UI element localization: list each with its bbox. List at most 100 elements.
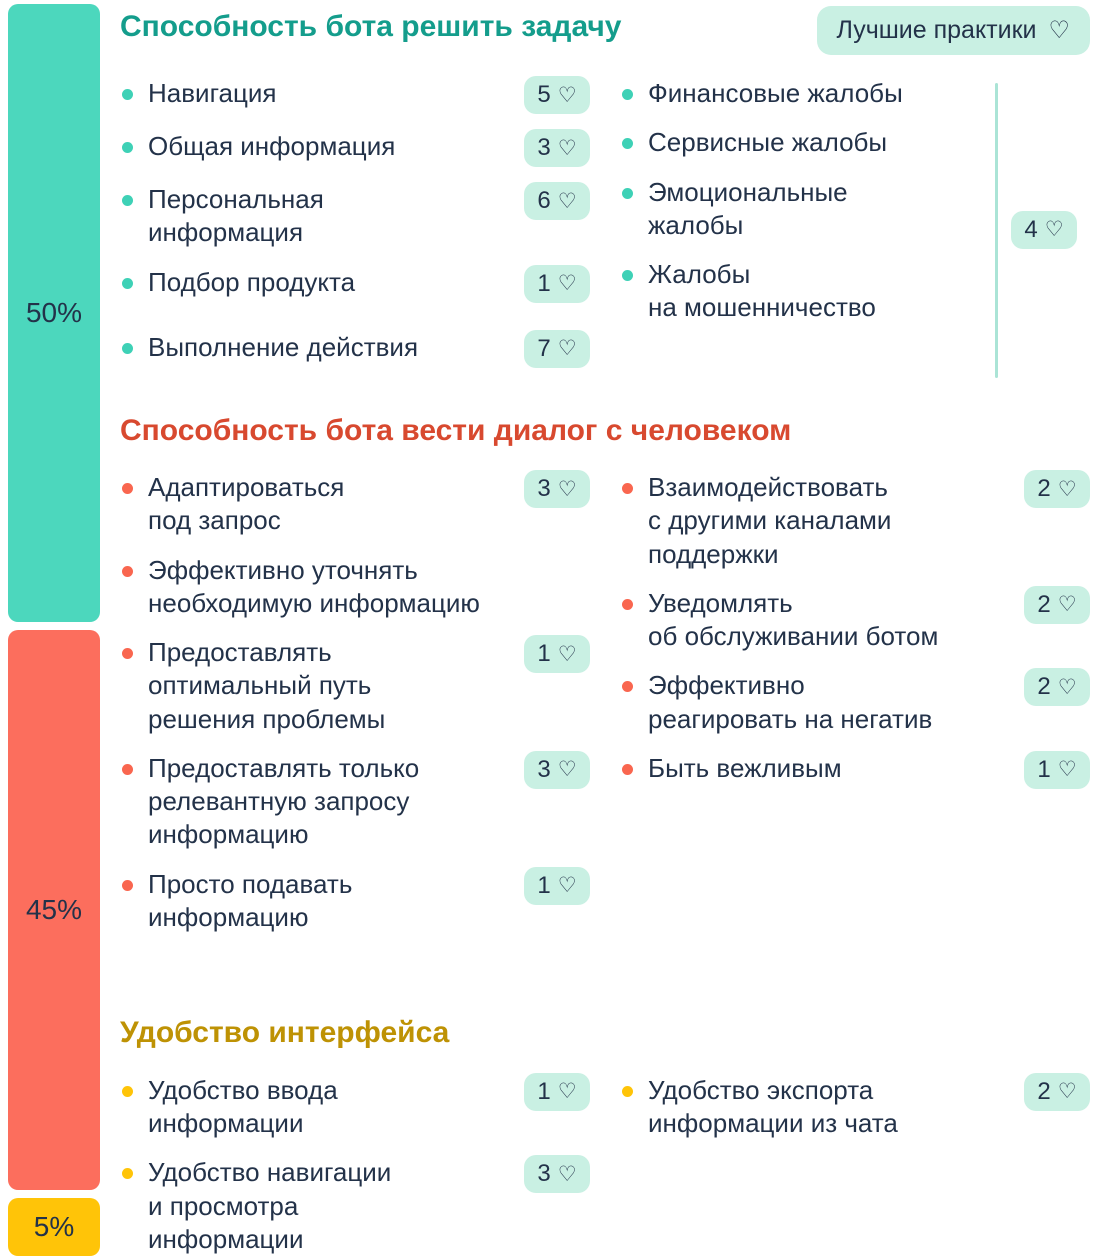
count-value: 7	[537, 334, 551, 362]
bullet-icon	[122, 879, 133, 891]
best-practices-label: Лучшие практики	[836, 16, 1037, 44]
bullet-icon	[122, 483, 133, 495]
complaints-list: Финансовые жалобы Сервисные жалобы Эмоци…	[620, 77, 995, 384]
count-value: 2	[1037, 475, 1051, 503]
section-interface-columns: Удобство ввода информации 1 ♡ Удобство н…	[120, 1072, 1090, 1260]
bullet-icon	[622, 1085, 633, 1097]
count-badge: 7 ♡	[524, 329, 590, 368]
heart-icon: ♡	[557, 642, 577, 666]
section-title-dialog: Способность бота вести диалог с человеко…	[120, 413, 792, 447]
criterion-label: Эффективно уточнять необходимую информац…	[148, 554, 480, 618]
criterion-label: Подбор продукта	[148, 266, 356, 297]
heart-icon: ♡	[557, 189, 577, 213]
bullet-icon	[622, 598, 633, 610]
criterion-input-convenience: Удобство ввода информации 1 ♡	[120, 1072, 590, 1141]
percent-bar-task: 50%	[8, 4, 100, 622]
best-practices-button[interactable]: Лучшие практики ♡	[816, 6, 1090, 55]
count-value: 1	[1037, 755, 1051, 783]
criterion-label: Просто подавать информацию	[148, 868, 353, 932]
section-task-header: Способность бота решить задачу Лучшие пр…	[120, 0, 1090, 55]
section-interface: Удобство интерфейса Удобство ввода инфор…	[120, 1006, 1090, 1260]
criterion-adapt-to-request: Адаптироваться под запрос 3 ♡	[120, 470, 590, 538]
heart-icon: ♡	[557, 83, 577, 107]
section-task-columns: Навигация 5 ♡ Общая информация 3 ♡	[120, 76, 1090, 384]
criterion-action-execution: Выполнение действия 7 ♡	[120, 329, 590, 368]
count-value: 3	[537, 755, 551, 783]
criterion-financial-complaints: Финансовые жалобы	[620, 77, 995, 110]
task-left-column: Навигация 5 ♡ Общая информация 3 ♡	[120, 76, 590, 384]
section-dialog: Способность бота вести диалог с человеко…	[120, 404, 1090, 951]
criterion-label: Персональная информация	[148, 184, 324, 248]
percent-bar-dialog: 45%	[8, 630, 100, 1190]
heart-icon: ♡	[1048, 17, 1070, 44]
heart-icon: ♡	[557, 136, 577, 160]
criterion-label: Удобство экспорта информации из чата	[648, 1074, 898, 1138]
count-badge: 1 ♡	[1024, 750, 1090, 789]
criterion-general-info: Общая информация 3 ♡	[120, 129, 590, 167]
criterion-product-selection: Подбор продукта 1 ♡	[120, 264, 590, 303]
count-value: 1	[537, 871, 551, 899]
criterion-label: Предоставлять только релевантную запросу…	[148, 752, 420, 850]
bullet-icon	[622, 138, 633, 150]
heart-icon: ♡	[557, 874, 577, 898]
count-badge: 4 ♡	[1011, 210, 1077, 249]
count-value: 4	[1024, 215, 1038, 243]
criterion-label: Удобство навигации и просмотра информаци…	[148, 1157, 392, 1254]
criterion-react-to-negative: Эффективно реагировать на негатив 2 ♡	[620, 668, 1090, 736]
criterion-notify-bot-service: Уведомлять об обслуживании ботом 2 ♡	[620, 585, 1090, 654]
criterion-label: Удобство ввода информации	[148, 1074, 338, 1138]
count-badge: 1 ♡	[524, 866, 590, 905]
complaints-group-badge-wrap: 4 ♡	[998, 77, 1090, 384]
count-badge: 5 ♡	[524, 76, 590, 114]
heart-icon: ♡	[557, 272, 577, 296]
complaints-group-divider	[995, 83, 998, 378]
count-value: 5	[537, 81, 551, 108]
content: Способность бота решить задачу Лучшие пр…	[120, 0, 1090, 1260]
interface-right-column: Удобство экспорта информации из чата 2 ♡	[620, 1072, 1090, 1260]
heart-icon: ♡	[557, 1162, 577, 1186]
section-title-interface: Удобство интерфейса	[120, 1016, 450, 1050]
bullet-icon	[122, 1168, 133, 1180]
heart-icon: ♡	[1057, 758, 1077, 782]
criterion-export-convenience: Удобство экспорта информации из чата 2 ♡	[620, 1072, 1090, 1141]
bullet-icon	[622, 483, 633, 495]
criterion-label: Предоставлять оптимальный путь решения п…	[148, 637, 386, 734]
count-badge: 3 ♡	[524, 470, 590, 509]
criterion-label: Общая информация	[148, 131, 396, 161]
bullet-icon	[622, 681, 633, 693]
section-task-solving: Способность бота решить задачу Лучшие пр…	[120, 0, 1090, 384]
bullet-icon	[122, 1085, 133, 1097]
criterion-simple-delivery: Просто подавать информацию 1 ♡	[120, 866, 590, 935]
section-interface-header: Удобство интерфейса	[120, 1006, 1090, 1052]
bullet-icon	[622, 187, 633, 199]
bullet-icon	[122, 277, 133, 289]
count-badge: 2 ♡	[1024, 668, 1090, 707]
section-title-task: Способность бота решить задачу	[120, 10, 622, 43]
heart-icon: ♡	[1044, 218, 1064, 242]
percent-label-dialog: 45%	[25, 894, 83, 925]
count-value: 2	[1037, 673, 1051, 701]
count-value: 1	[537, 269, 551, 297]
criterion-label: Финансовые жалобы	[648, 78, 903, 108]
count-badge: 2 ♡	[1024, 470, 1090, 509]
criterion-label: Жалобы на мошенничество	[648, 259, 876, 323]
count-value: 1	[537, 640, 551, 668]
count-badge: 1 ♡	[524, 264, 590, 303]
criterion-label: Взаимодействовать с другими каналами под…	[648, 472, 892, 569]
criterion-navigation-convenience: Удобство навигации и просмотра информаци…	[120, 1155, 590, 1256]
count-value: 2	[1037, 590, 1051, 618]
heart-icon: ♡	[557, 1080, 577, 1104]
interface-left-column: Удобство ввода информации 1 ♡ Удобство н…	[120, 1072, 590, 1260]
bullet-icon	[122, 142, 133, 153]
count-value: 3	[537, 1160, 551, 1188]
count-value: 2	[1037, 1077, 1051, 1105]
bullet-icon	[122, 565, 133, 577]
bullet-icon	[622, 270, 633, 282]
criterion-personal-info: Персональная информация 6 ♡	[120, 182, 590, 250]
criterion-label: Сервисные жалобы	[648, 127, 888, 158]
criterion-service-complaints: Сервисные жалобы	[620, 126, 995, 159]
bullet-icon	[622, 89, 633, 100]
heart-icon: ♡	[557, 758, 577, 782]
criterion-label: Адаптироваться под запрос	[148, 472, 345, 536]
